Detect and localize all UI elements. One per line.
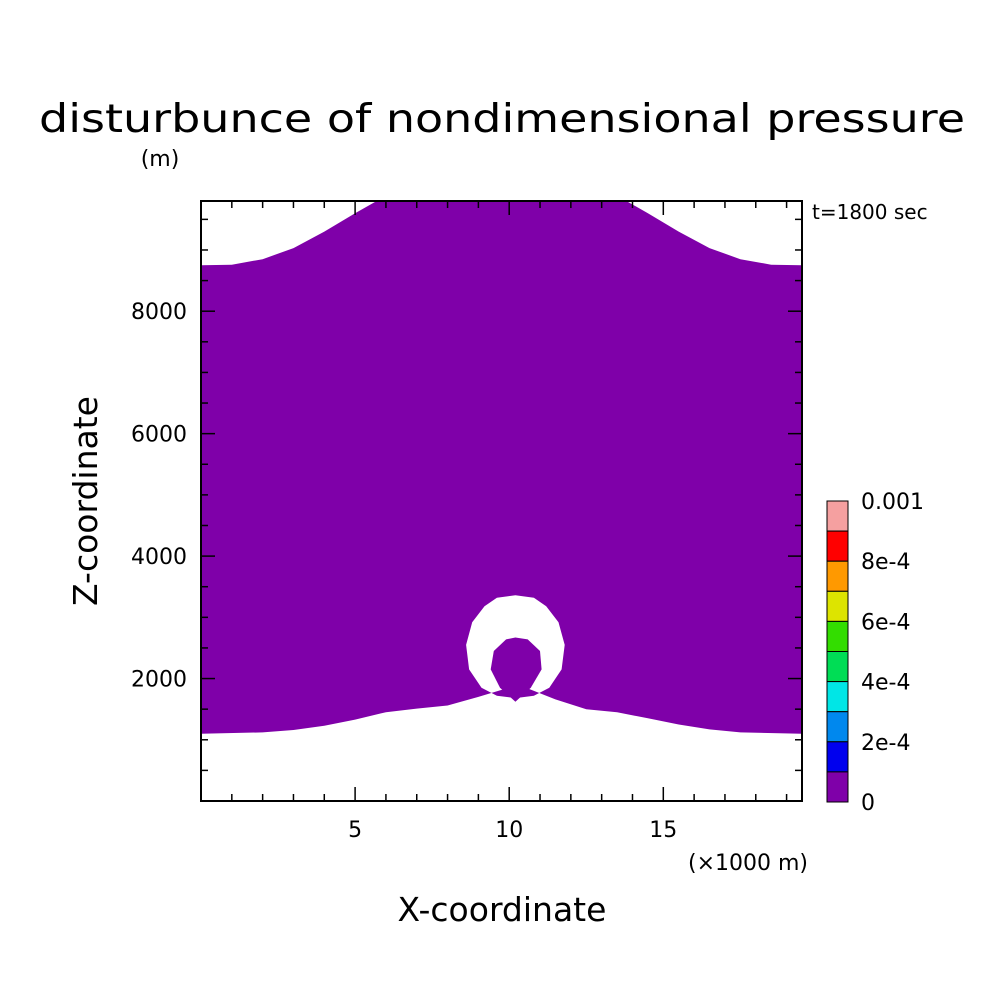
y-tick-label: 8000 [131,300,187,325]
legend-swatch [826,711,849,743]
legend-label: 0.001 [861,490,924,515]
x-unit-label: (×1000 m) [688,851,808,876]
legend-label: 0 [861,791,875,816]
y-tick-labels: 2000 4000 6000 8000 [131,300,187,692]
legend-label: 4e-4 [861,671,910,696]
time-label: t=1800 sec [812,200,928,224]
x-tick-label: 10 [495,818,523,843]
chart-title: disturbunce of nondimensional pressure [39,97,965,142]
y-axis-label: Z-coordinate [66,396,105,606]
legend-label: 6e-4 [861,610,910,635]
plot-area: 5 10 15 2000 4000 6000 8000 [131,200,803,843]
x-tick-label: 5 [348,818,362,843]
y-tick-label: 4000 [131,545,187,570]
legend-swatch [826,500,849,532]
plot-frame [200,200,803,802]
y-unit-label: (m) [141,147,180,172]
legend-swatch [826,651,849,683]
x-axis-label: X-coordinate [398,890,607,929]
legend-swatch [826,741,849,773]
legend-label: 2e-4 [861,731,910,756]
legend-swatch [826,560,849,592]
legend-label: 8e-4 [861,550,910,575]
legend-swatch [826,771,849,803]
legend-swatch [826,620,849,653]
color-legend: 0.001 8e-4 6e-4 4e-4 2e-4 0 [826,490,924,816]
y-tick-label: 2000 [131,668,187,693]
axis-ticks [201,201,802,801]
pressure-field-region [201,201,802,734]
pressure-field-island [490,637,542,702]
legend-swatch [826,681,849,713]
x-tick-label: 15 [649,818,677,843]
x-tick-labels: 5 10 15 [348,818,677,843]
y-tick-label: 6000 [131,423,187,448]
legend-swatch [826,530,849,562]
legend-swatch [826,590,849,622]
